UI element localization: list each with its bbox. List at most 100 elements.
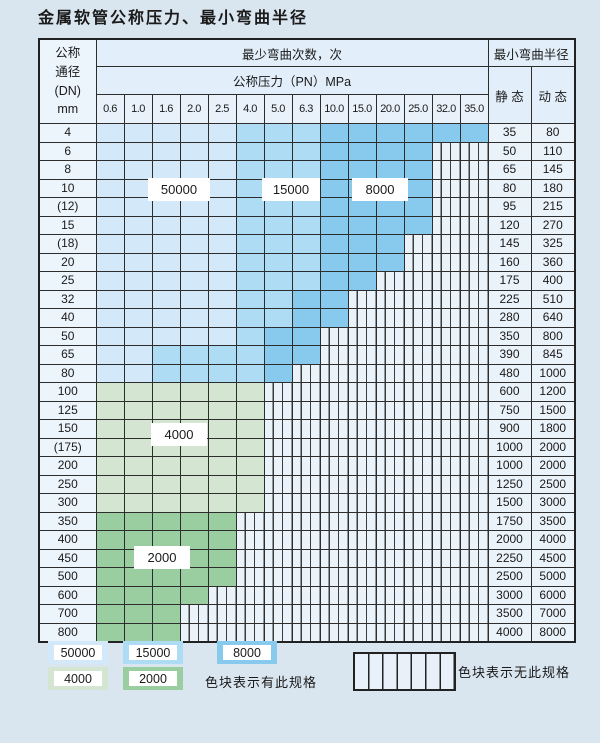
grid-cell-available [179,326,209,346]
grid-cell-unavailable [459,234,489,254]
grid-cell-available [319,234,349,254]
grid-cell-unavailable [375,382,405,402]
grid-cell-unavailable [431,511,461,531]
pressure-col-header: 32.0 [431,94,461,124]
legend-has-spec-text: 色块表示有此规格 [205,675,318,690]
grid-cell-unavailable [319,326,349,346]
grid-cell-unavailable [347,308,377,328]
grid-cell-unavailable [207,622,237,643]
grid-cell-unavailable [291,622,321,643]
grid-cell-available [235,400,265,420]
grid-cell-available [403,160,433,180]
dynamic-cell: 1500 [530,400,576,420]
dynamic-cell: 3000 [530,493,576,513]
dn-cell: 25 [38,271,97,291]
static-cell: 35 [487,123,532,143]
grid-cell-available [179,215,209,235]
grid-cell-available [179,308,209,328]
static-cell: 4000 [487,622,532,643]
grid-cell-unavailable [459,548,489,568]
grid-cell-available [151,530,181,550]
grid-cell-available [95,419,125,439]
grid-cell-unavailable [235,511,265,531]
grid-cell-unavailable [375,493,405,513]
dn-cell: 32 [38,289,97,309]
legend-chip-2000: 2000 [123,667,183,690]
grid-cell-available [375,123,405,143]
dn-cell: 125 [38,400,97,420]
grid-cell-available [179,493,209,513]
dn-cell: (18) [38,234,97,254]
grid-cell-unavailable [459,493,489,513]
grid-cell-unavailable [431,493,461,513]
grid-cell-available [235,437,265,457]
grid-cell-available [207,252,237,272]
dynamic-cell: 2500 [530,474,576,494]
grid-cell-unavailable [235,622,265,643]
grid-cell-available [95,585,125,605]
grid-cell-unavailable [375,308,405,328]
grid-cell-unavailable [459,141,489,161]
static-cell: 280 [487,308,532,328]
pressure-col-header: 5.0 [263,94,293,124]
grid-cell-unavailable [319,530,349,550]
grid-cell-unavailable [291,604,321,624]
grid-cell-available [291,326,321,346]
grid-cell-available [123,400,153,420]
grid-cell-unavailable [347,400,377,420]
cycles-label-50000: 50000 [148,178,210,201]
static-cell: 1250 [487,474,532,494]
grid-cell-unavailable [263,493,293,513]
legend-chip-8000-label: 8000 [223,645,271,660]
grid-cell-unavailable [207,604,237,624]
grid-cell-available [123,567,153,587]
grid-cell-available [151,363,181,383]
grid-cell-available [179,345,209,365]
grid-cell-available [179,400,209,420]
grid-cell-available [151,271,181,291]
grid-cell-unavailable [375,437,405,457]
table-row: 4 35 80 [38,123,576,143]
grid-cell-available [123,419,153,439]
dynamic-cell: 1000 [530,363,576,383]
grid-cell-unavailable [319,382,349,402]
dynamic-cell: 800 [530,326,576,346]
grid-cell-unavailable [431,567,461,587]
grid-cell-available [375,215,405,235]
grid-cell-available [123,289,153,309]
grid-cell-unavailable [347,604,377,624]
grid-cell-unavailable [347,363,377,383]
dn-cell: 600 [38,585,97,605]
grid-cell-unavailable [347,326,377,346]
grid-cell-unavailable [319,419,349,439]
grid-cell-available [95,234,125,254]
legend-chip-2000-label: 2000 [129,671,177,686]
legend-chip-4000-label: 4000 [54,671,102,686]
spec-table: 公称 通径 (DN) mm 最少弯曲次数，次 最小弯曲半径 公称压力（PN）MP… [38,38,576,643]
grid-cell-unavailable [459,567,489,587]
static-cell: 2500 [487,567,532,587]
grid-cell-unavailable [431,419,461,439]
grid-cell-unavailable [403,234,433,254]
grid-cell-unavailable [431,271,461,291]
grid-cell-available [179,567,209,587]
grid-cell-unavailable [431,326,461,346]
grid-cell-unavailable [403,326,433,346]
grid-cell-available [207,511,237,531]
grid-cell-unavailable [263,400,293,420]
grid-cell-available [403,215,433,235]
grid-cell-available [123,160,153,180]
grid-cell-available [95,345,125,365]
grid-cell-unavailable [403,530,433,550]
dynamic-cell: 360 [530,252,576,272]
grid-cell-unavailable [459,160,489,180]
grid-cell-unavailable [459,289,489,309]
table-row: (175) 1000 2000 [38,437,576,457]
grid-cell-available [95,289,125,309]
dn-cell: 500 [38,567,97,587]
grid-cell-unavailable [403,308,433,328]
table-row: 450 2250 4500 [38,548,576,568]
grid-cell-unavailable [375,419,405,439]
dynamic-cell: 400 [530,271,576,291]
grid-cell-available [431,123,461,143]
